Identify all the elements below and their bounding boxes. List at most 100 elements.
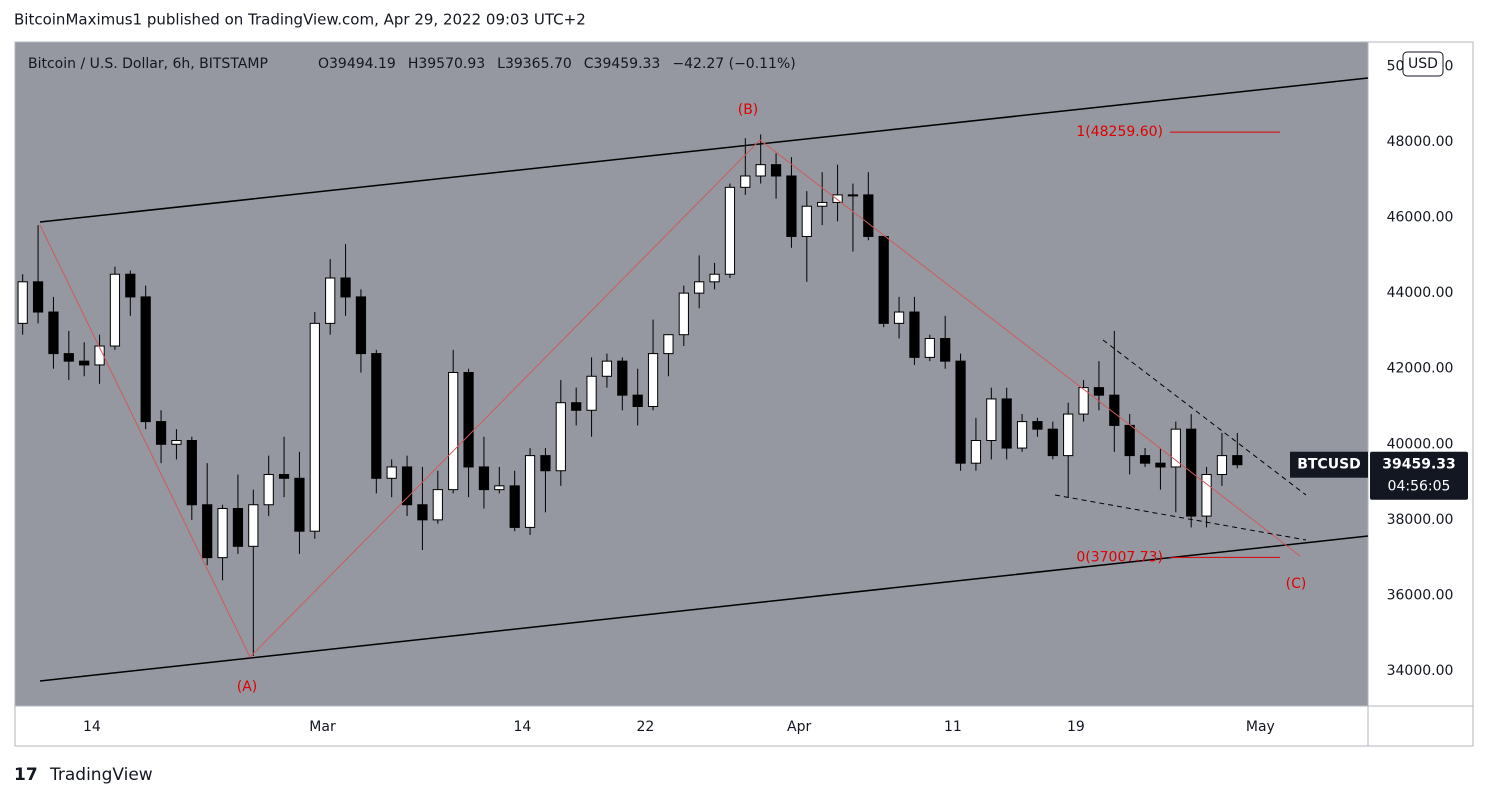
candle-body [986,398,997,442]
candle-body [678,292,689,336]
candle-body [863,194,874,237]
y-tick-label: 44000.00 [1387,285,1454,301]
frame [14,41,1474,747]
candle-body [340,277,351,298]
candle-body [1016,421,1028,449]
fib-label: 1(48259.60) [1076,124,1163,140]
candle-body [401,466,413,506]
candle-body [94,345,105,366]
annotation: (A) [237,679,258,695]
y-tick-label: 46000.00 [1387,210,1454,226]
candle-body [786,175,797,237]
candle-body [509,485,520,528]
candle-body [278,474,290,479]
channel-top [39,77,1369,223]
candle-body [724,186,736,275]
logo: 𝟭𝟳 [14,765,38,785]
wedge-bottom [1054,494,1307,541]
ohlc-legend: O39494.19 H39570.93 L39365.70 C39459.33 [318,56,660,72]
candle-body [801,205,812,237]
annotation: (B) [738,102,759,118]
x-tick-label: 14 [83,719,101,735]
candle-body [125,273,136,298]
candle-body [32,281,44,313]
candle-body [893,311,905,324]
y-tick-label: 34000.00 [1387,663,1454,679]
candle-body [617,360,628,396]
x-tick-label: 22 [636,719,654,735]
candle-body [371,353,382,479]
candle-body [1124,424,1135,457]
candle-body [1170,428,1181,468]
candle-body [1078,387,1089,415]
candle-body [448,371,459,491]
y-tick-label: 40000.00 [1387,436,1454,452]
candle-body [1047,428,1058,457]
x-tick-label: May [1246,719,1275,735]
candle-body [1109,394,1120,426]
candle-body [924,337,935,358]
candle-body [1216,455,1228,476]
x-tick-label: 14 [513,719,531,735]
candle-body [109,273,121,347]
symbol-title: Bitcoin / U.S. Dollar, 6h, BITSTAMP [28,56,268,72]
candle-body [294,477,305,532]
countdown: 04:56:05 [1388,479,1451,495]
candle-body [355,296,367,355]
wave-line [39,139,1301,658]
currency[interactable]: USD [1408,56,1438,72]
candles [17,134,1243,656]
x-tick-label: 11 [944,719,962,735]
candle-body [1063,413,1074,457]
candle-body [970,440,982,464]
ohlc-value: O39494.19 [318,56,396,72]
symbol-label: BTCUSD [1297,457,1361,473]
candle-body [386,466,397,479]
currency-badge[interactable] [1402,51,1444,77]
candle-body [1139,455,1151,464]
candle-body [709,273,720,283]
candle-body [325,277,336,324]
candle-body [494,485,505,491]
candle-body [540,455,551,472]
candle-body [571,402,582,411]
candle-body [155,421,167,445]
change: −42.27 (−0.11%) [672,56,795,72]
price-badge [1370,451,1468,500]
candle-body [463,371,474,468]
candle-body [740,175,751,188]
wedge-top [1102,339,1307,496]
candle-body [586,375,597,411]
candle-body [847,194,859,197]
candle-body [1032,421,1043,430]
candle-body [309,322,320,532]
candle-body [832,194,843,203]
candle-body [647,353,659,407]
ohlc-value: H39570.93 [408,56,485,72]
candle-body [555,402,566,472]
symbol-badge [1290,451,1368,478]
candle-body [248,504,259,547]
candle-body [217,508,228,559]
candle-body [1155,462,1166,468]
y-tick-label: 36000.00 [1387,587,1454,603]
candle-body [48,311,59,355]
candle-body [663,334,674,355]
plot-area [15,42,1368,706]
candle-body [1232,455,1243,466]
candle-body [17,281,28,324]
candle-body [632,394,643,407]
byline: BitcoinMaximus1 published on TradingView… [14,11,586,29]
candle-body [1001,398,1012,449]
candle-body [817,201,828,207]
channel-bottom [39,535,1369,682]
candle-body [478,466,490,491]
candle-body [432,489,443,521]
price-label: 39459.33 [1382,457,1456,473]
candle-body [955,360,966,464]
y-tick-label: 42000.00 [1387,361,1454,377]
ohlc-value: C39459.33 [584,56,661,72]
candle-body [909,311,920,358]
